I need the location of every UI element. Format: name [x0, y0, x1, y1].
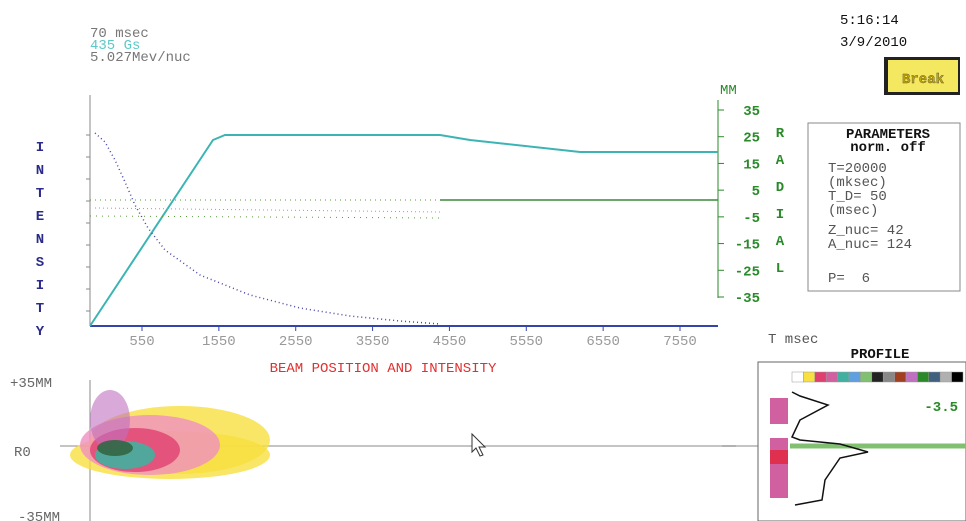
palette-cell: [814, 371, 827, 383]
mouse-cursor: [471, 432, 487, 457]
x-title: BEAM POSITION AND INTENSITY: [270, 361, 497, 377]
profile-title: PROFILE: [851, 347, 910, 363]
status-energy: 5.027Mev/nuc: [90, 50, 191, 66]
radial-tick-label: 25: [743, 131, 760, 147]
x-tick-label: 2550: [279, 334, 313, 350]
lower-middle: R0: [14, 445, 31, 461]
palette-cell: [951, 371, 964, 383]
radial-tick-label: -15: [735, 238, 760, 254]
palette-cell: [791, 371, 804, 383]
x-tick-label: 1550: [202, 334, 236, 350]
x-tick-label: 6550: [586, 334, 620, 350]
profile-value: -3.5: [924, 400, 958, 416]
status-time: 70 msec: [90, 26, 149, 42]
beam-map: [70, 390, 270, 479]
radial-label: RADIAL: [772, 126, 788, 288]
parameters-subtitle: norm. off: [850, 140, 926, 156]
radial-tick-label: 35: [743, 104, 760, 120]
parameters-box: [807, 122, 961, 292]
palette-cell: [803, 371, 816, 383]
parameter-line: A_nuc= 124: [828, 237, 912, 253]
radial-trace-b: [94, 207, 441, 213]
palette-cell: [894, 371, 907, 383]
parameters-title: PARAMETERS: [846, 127, 930, 143]
radial-tick-label: 15: [743, 157, 760, 173]
palette-cell: [882, 371, 895, 383]
parameter-line: (msec): [828, 203, 878, 219]
radial-tick-label: 5: [752, 184, 760, 200]
status-field: 435 Gs: [90, 38, 140, 54]
x-tick-label: 4550: [433, 334, 467, 350]
x-tick-label: 3550: [356, 334, 390, 350]
palette-cell: [905, 371, 918, 383]
palette-cell: [871, 371, 884, 383]
palette-cell: [917, 371, 930, 383]
palette-cell: [848, 371, 861, 383]
clock-time: 5:16:14: [840, 13, 899, 29]
profile-strip: [770, 398, 788, 424]
intensity-trace: [94, 132, 441, 325]
profile-strip: [770, 450, 788, 464]
button-label[interactable]: Break: [902, 72, 944, 88]
palette-cell: [837, 371, 850, 383]
button-face: [888, 60, 958, 92]
palette-cell: [928, 371, 941, 383]
profile-curve: [790, 391, 869, 506]
parameter-line: (mksec): [828, 175, 887, 191]
palette-cell: [860, 371, 873, 383]
lower-bottom: -35MM: [18, 510, 60, 521]
x-tick-label: 550: [129, 334, 154, 350]
palette-cell: [825, 371, 838, 383]
radial-tick-label: -25: [735, 264, 760, 280]
radial-tick-label: -5: [743, 211, 760, 227]
parameter-line: Z_nuc= 42: [828, 223, 904, 239]
palette-cell: [939, 371, 952, 383]
parameter-line: T=20000: [828, 161, 887, 177]
field-trace: [89, 134, 718, 327]
palette: [791, 371, 964, 383]
profile-box: [757, 361, 966, 521]
radial-trace-c: [89, 215, 441, 219]
break-button[interactable]: Break: [884, 57, 960, 95]
x-tick-label: 5550: [509, 334, 543, 350]
lower-top: +35MM: [10, 376, 52, 392]
x-unit: T msec: [768, 332, 818, 348]
radial-tick-label: -35: [735, 291, 760, 307]
clock-date: 3/9/2010: [840, 35, 907, 51]
x-tick-label: 7550: [663, 334, 697, 350]
intensity-label: INTENSITY: [32, 140, 48, 347]
profile-strip: [770, 438, 788, 498]
parameter-line: T_D= 50: [828, 189, 887, 205]
radial-unit: MM: [720, 83, 737, 99]
parameter-line: P= 6: [828, 271, 870, 287]
